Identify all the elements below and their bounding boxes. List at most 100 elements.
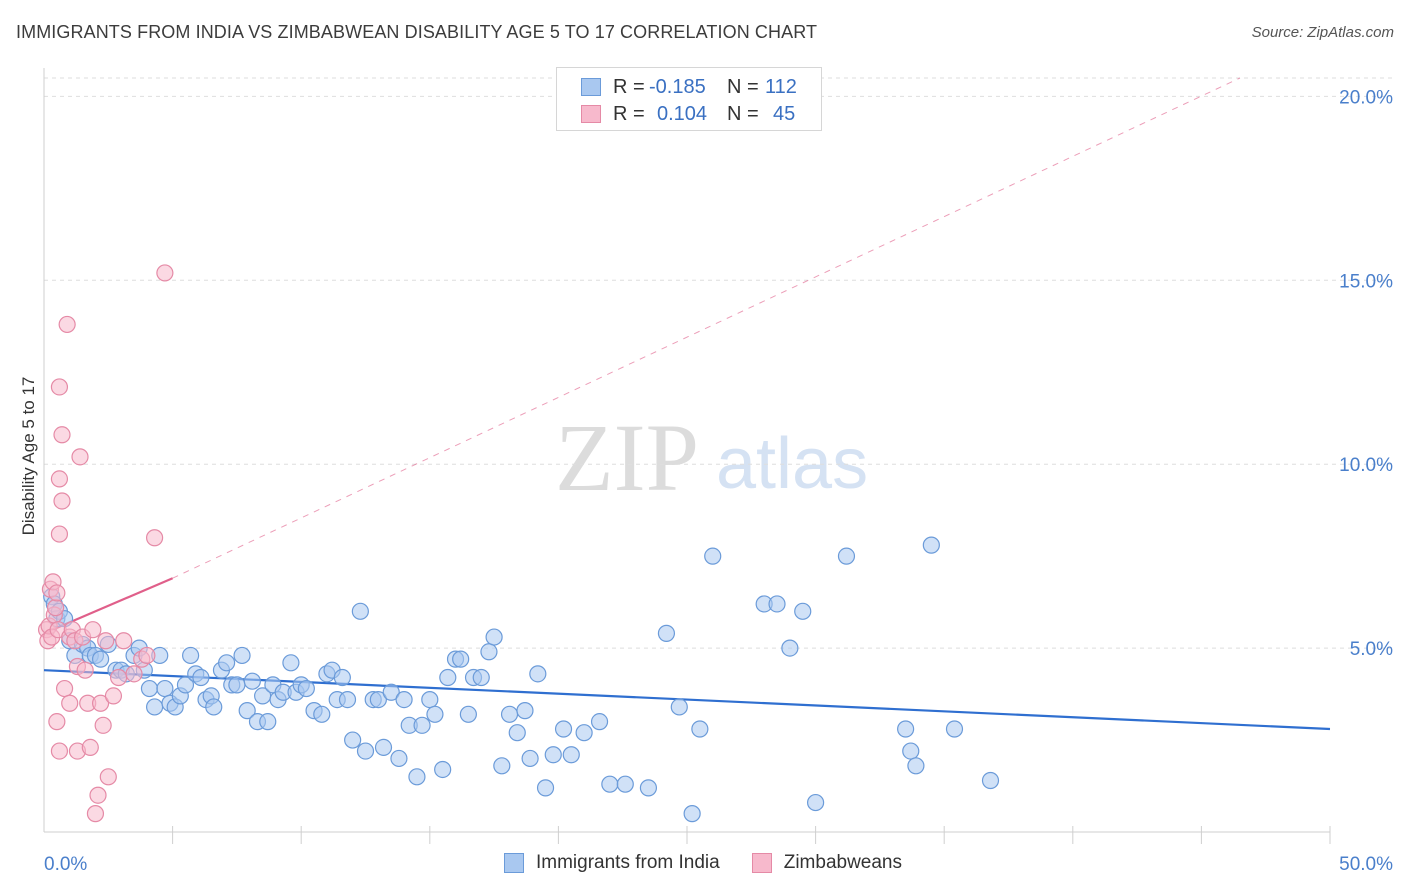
point-1-42 — [138, 646, 156, 665]
watermark-zip: ZIP — [555, 404, 699, 511]
point-0-32 — [205, 698, 223, 716]
point-0-22 — [156, 679, 174, 698]
point-0-102 — [781, 639, 799, 657]
point-0-34 — [218, 654, 236, 672]
point-0-96 — [670, 698, 688, 716]
point-0-77 — [472, 668, 490, 687]
point-1-44 — [156, 264, 174, 282]
point-0-59 — [356, 742, 375, 760]
point-0-37 — [233, 646, 251, 665]
point-1-30 — [84, 621, 102, 639]
point-1-7 — [46, 599, 65, 617]
point-0-91 — [590, 713, 609, 731]
point-0-107 — [902, 742, 920, 760]
point-0-29 — [192, 668, 210, 687]
point-0-92 — [601, 775, 619, 793]
point-0-80 — [493, 757, 511, 775]
point-1-15 — [53, 426, 71, 444]
point-0-101 — [768, 595, 786, 613]
bottom-legend-swatch-zimbabwe — [751, 853, 772, 873]
legend-n-label: N = — [727, 102, 759, 125]
point-1-38 — [109, 668, 128, 687]
legend-swatch-zimbabwe — [581, 105, 601, 123]
point-0-38 — [238, 702, 256, 720]
point-0-61 — [369, 690, 387, 709]
point-0-111 — [981, 771, 1000, 790]
point-0-108 — [907, 757, 925, 775]
point-0-11 — [91, 650, 110, 668]
point-0-74 — [452, 650, 470, 668]
point-0-72 — [439, 668, 457, 687]
point-0-63 — [382, 683, 400, 701]
legend-n-value-zimbabwe: 45 — [773, 102, 796, 125]
legend-row-india: R = -0.185 N = 112 — [581, 74, 797, 100]
legend-n-value-india: 112 — [765, 75, 797, 98]
series-1 — [37, 264, 174, 823]
y-tick-label-0: 5.0% — [1350, 639, 1393, 660]
point-0-86 — [536, 779, 555, 797]
point-0-97 — [683, 805, 701, 823]
point-0-106 — [897, 720, 915, 738]
point-0-78 — [480, 643, 498, 661]
y-tick-label-2: 15.0% — [1339, 271, 1393, 292]
point-0-57 — [344, 731, 362, 749]
point-0-105 — [837, 547, 856, 565]
legend-r-value-zimbabwe: 0.104 — [657, 102, 708, 125]
point-0-84 — [521, 749, 539, 768]
point-1-43 — [145, 529, 164, 547]
point-0-56 — [338, 690, 357, 709]
point-1-39 — [115, 632, 133, 650]
point-0-49 — [297, 679, 315, 698]
point-1-11 — [50, 742, 69, 760]
point-0-51 — [313, 705, 331, 723]
point-1-32 — [89, 786, 107, 804]
point-0-70 — [426, 705, 444, 723]
point-0-94 — [639, 779, 658, 797]
point-0-42 — [259, 713, 277, 731]
x-tick-labels: 0.0% 50.0% — [44, 854, 1393, 875]
point-0-69 — [421, 690, 439, 709]
bottom-legend-india[interactable]: Immigrants from India — [503, 852, 720, 874]
bottom-legend-zimbabwe[interactable]: Zimbabweans — [751, 852, 902, 874]
point-1-17 — [55, 679, 74, 698]
point-0-27 — [182, 646, 200, 665]
legend-r-label: R = — [613, 102, 645, 125]
point-0-99 — [704, 547, 722, 565]
legend-r-label: R = — [613, 75, 645, 98]
point-1-8 — [48, 584, 66, 602]
point-0-19 — [140, 679, 159, 698]
data-points — [37, 264, 1000, 823]
point-0-46 — [282, 654, 300, 672]
point-0-58 — [351, 602, 369, 620]
point-1-35 — [97, 632, 115, 650]
series-0 — [43, 536, 1000, 823]
point-0-83 — [516, 702, 534, 720]
bottom-legend: Immigrants from India Zimbabweans — [0, 852, 1406, 874]
point-0-110 — [945, 720, 964, 738]
y-tick-label-3: 20.0% — [1339, 87, 1393, 108]
source-link[interactable]: ZipAtlas.com — [1307, 24, 1394, 41]
x-ticks — [172, 826, 1331, 844]
point-0-85 — [529, 665, 547, 683]
point-0-75 — [459, 705, 477, 723]
y-tick-labels: 5.0% 10.0% 15.0% 20.0% — [1339, 87, 1393, 660]
x-tick-label-0: 0.0% — [44, 854, 87, 875]
y-tick-label-1: 10.0% — [1339, 455, 1393, 476]
point-1-29 — [81, 738, 99, 757]
point-1-31 — [86, 805, 105, 823]
legend-r-value-india: -0.185 — [649, 75, 706, 98]
point-0-95 — [657, 624, 676, 642]
point-1-25 — [71, 448, 89, 466]
point-1-19 — [61, 694, 79, 712]
point-1-12 — [50, 378, 69, 396]
point-0-90 — [575, 724, 593, 742]
point-1-34 — [94, 716, 112, 734]
point-1-18 — [58, 315, 76, 334]
point-0-79 — [485, 628, 503, 646]
point-0-20 — [145, 698, 164, 716]
source-credit: Source: ZipAtlas.com — [1252, 24, 1394, 41]
point-1-9 — [48, 713, 66, 731]
legend-swatch-india — [581, 78, 601, 96]
point-0-71 — [434, 760, 452, 779]
point-1-37 — [104, 687, 123, 705]
